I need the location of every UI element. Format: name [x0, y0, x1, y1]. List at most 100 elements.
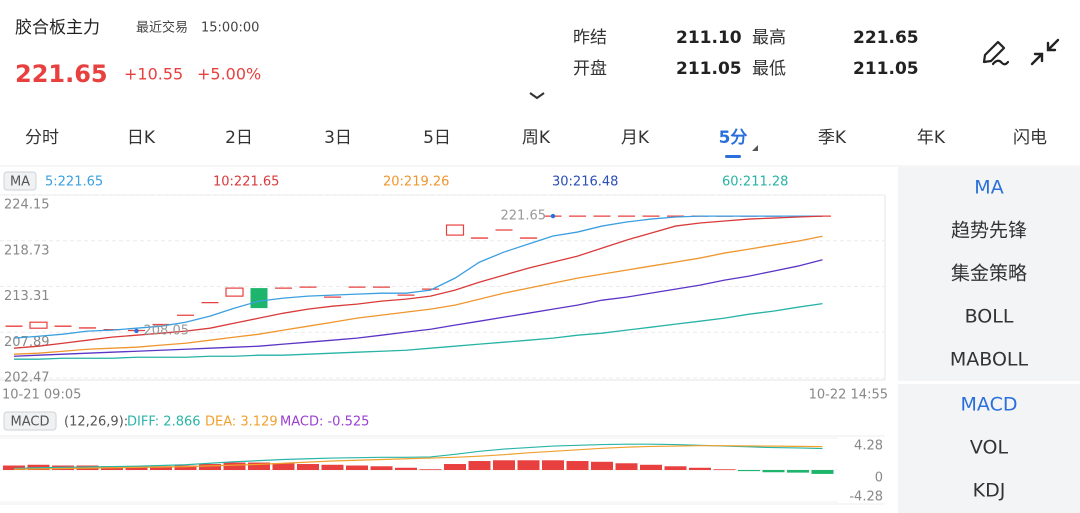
macd-bar [468, 461, 491, 470]
tab[interactable]: 5日 [423, 128, 451, 148]
ma-line [13, 235, 823, 355]
macd-name[interactable]: MACD [11, 415, 50, 430]
macd-bar [689, 467, 711, 470]
macd-bar [199, 464, 221, 470]
indicator-box[interactable] [3, 171, 37, 191]
macd-bar [640, 464, 662, 470]
last-trade-label: 最近交易 [136, 20, 188, 36]
tab-underline [725, 155, 741, 158]
last-trade-time: 15:00:00 [201, 21, 259, 36]
macd-tick-label: -4.28 [849, 490, 883, 505]
macd-tick-label: 4.28 [854, 439, 883, 454]
candle [225, 287, 244, 297]
stat-label: 昨结 [573, 28, 607, 48]
macd-bar [419, 469, 442, 471]
arrow-in-bottom [1030, 52, 1044, 66]
macd-bar [517, 460, 540, 470]
tab[interactable]: 季K [818, 128, 847, 148]
indicator-name[interactable]: MA [10, 175, 30, 190]
macd-bar [248, 462, 270, 470]
macd-tick-label: 0 [875, 471, 883, 486]
stat-label: 开盘 [573, 59, 607, 79]
stat-value: 211.10 [676, 28, 742, 48]
macd-legend: DIFF: 2.866 [127, 415, 201, 430]
menu-item[interactable]: KDJ [973, 480, 1006, 502]
y-tick-label: 202.47 [4, 371, 50, 386]
candle [29, 321, 48, 329]
x-tick-label: 10-21 09:05 [2, 388, 81, 403]
macd-legend: DEA: 3.129 [205, 415, 278, 430]
price-change-pct: +5.00% [197, 65, 261, 84]
stat-value: 211.05 [676, 59, 742, 79]
macd-legend: MACD: -0.525 [280, 415, 369, 430]
menu-item[interactable]: VOL [970, 437, 1009, 459]
macd-bar [615, 463, 638, 470]
tab[interactable]: 日K [127, 128, 156, 148]
macd-bar [223, 462, 246, 470]
macd-bar [395, 467, 417, 470]
tab[interactable]: 分时 [25, 128, 59, 148]
x-tick-label: 10-22 14:55 [809, 388, 888, 403]
macd-bar [321, 464, 344, 470]
y-tick-label: 218.73 [4, 243, 50, 258]
price-change: +10.55 [124, 65, 183, 84]
candle [250, 288, 268, 309]
ma-legend: 30:216.48 [552, 175, 618, 190]
side-panel-lower [898, 384, 1080, 513]
contract-name: 胶合板主力 [15, 18, 100, 38]
menu-item[interactable]: 集金策略 [951, 263, 1027, 285]
annotation-dot [134, 328, 139, 334]
ma-legend: 10:221.65 [213, 175, 279, 190]
arrow-in-top [1046, 38, 1060, 52]
stat-value: 221.65 [853, 28, 919, 48]
macd-bar [542, 460, 564, 470]
draw-icon[interactable] [982, 40, 1010, 66]
ma-line [13, 215, 823, 339]
tab[interactable]: 5分 [719, 128, 748, 148]
macd-box[interactable] [3, 411, 57, 431]
macd-bar [591, 461, 613, 470]
tab[interactable]: 3日 [324, 128, 352, 148]
menu-item[interactable]: MACD [961, 394, 1018, 416]
tab[interactable]: 2日 [225, 128, 253, 148]
ma-line [13, 215, 823, 349]
ma-legend: 20:219.26 [383, 175, 449, 190]
tab-dropdown [752, 145, 758, 151]
price: 221.65 [15, 60, 108, 88]
tab[interactable]: 闪电 [1013, 128, 1047, 148]
menu-item[interactable]: 趋势先锋 [951, 220, 1027, 242]
macd-bar [664, 466, 687, 470]
pen [982, 40, 1006, 64]
macd-line [13, 443, 823, 470]
macd-bar [3, 465, 25, 470]
menu-item[interactable]: MABOLL [950, 349, 1029, 371]
expand-chevron[interactable] [529, 92, 545, 100]
macd-bar [150, 466, 172, 470]
ma-legend: 60:211.28 [722, 175, 788, 190]
menu-item[interactable]: MA [974, 177, 1003, 199]
macd-line [13, 445, 823, 470]
macd-bar [566, 461, 589, 470]
candle [445, 224, 465, 236]
side-panel-upper [898, 167, 1080, 381]
tab[interactable]: 周K [522, 128, 551, 148]
annotation-label: 208.05 [144, 323, 190, 338]
ma-line [14, 302, 823, 360]
y-tick-label: 224.15 [4, 198, 50, 213]
macd-bar [787, 470, 809, 473]
macd-bar [493, 460, 515, 470]
macd-bar [297, 464, 319, 470]
macd-bar [811, 470, 834, 474]
tab[interactable]: 月K [621, 128, 650, 148]
macd-params: (12,26,9): [64, 415, 128, 430]
menu-item[interactable]: BOLL [965, 306, 1014, 328]
macd-bar [346, 465, 368, 470]
tab[interactable]: 年K [917, 128, 946, 148]
annotation-dot [550, 213, 556, 219]
y-tick-label: 213.31 [4, 289, 50, 304]
macd-bar [174, 465, 197, 470]
macd-bar [370, 466, 393, 470]
macd-bar [125, 466, 148, 470]
collapse-icon[interactable] [1030, 38, 1060, 66]
